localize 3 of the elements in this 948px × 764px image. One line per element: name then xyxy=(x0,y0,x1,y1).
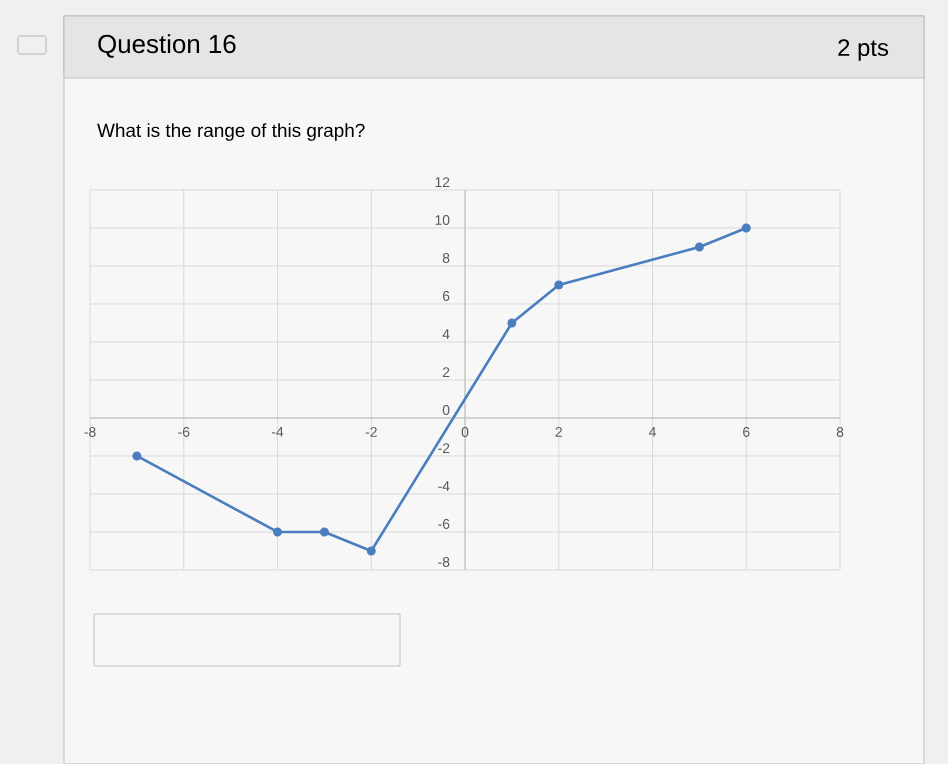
chart-title: Question 16 xyxy=(98,33,236,58)
chart-subtitle: What is the range of this graph? xyxy=(97,122,365,141)
text: 2 pts xyxy=(838,38,889,61)
